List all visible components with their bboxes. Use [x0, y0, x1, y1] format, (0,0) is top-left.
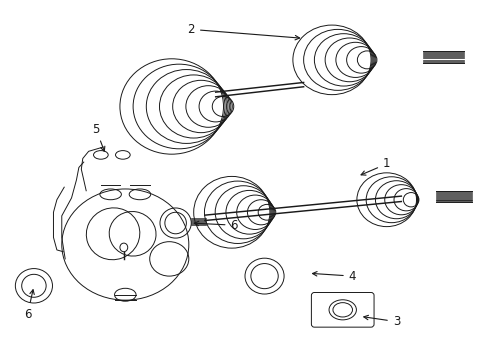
Text: 2: 2 — [188, 23, 299, 40]
Text: 1: 1 — [361, 157, 391, 175]
Text: 3: 3 — [364, 315, 400, 328]
Text: 5: 5 — [92, 122, 105, 151]
Text: 6: 6 — [24, 290, 34, 321]
Text: 4: 4 — [313, 270, 356, 283]
Text: 6: 6 — [195, 219, 238, 232]
